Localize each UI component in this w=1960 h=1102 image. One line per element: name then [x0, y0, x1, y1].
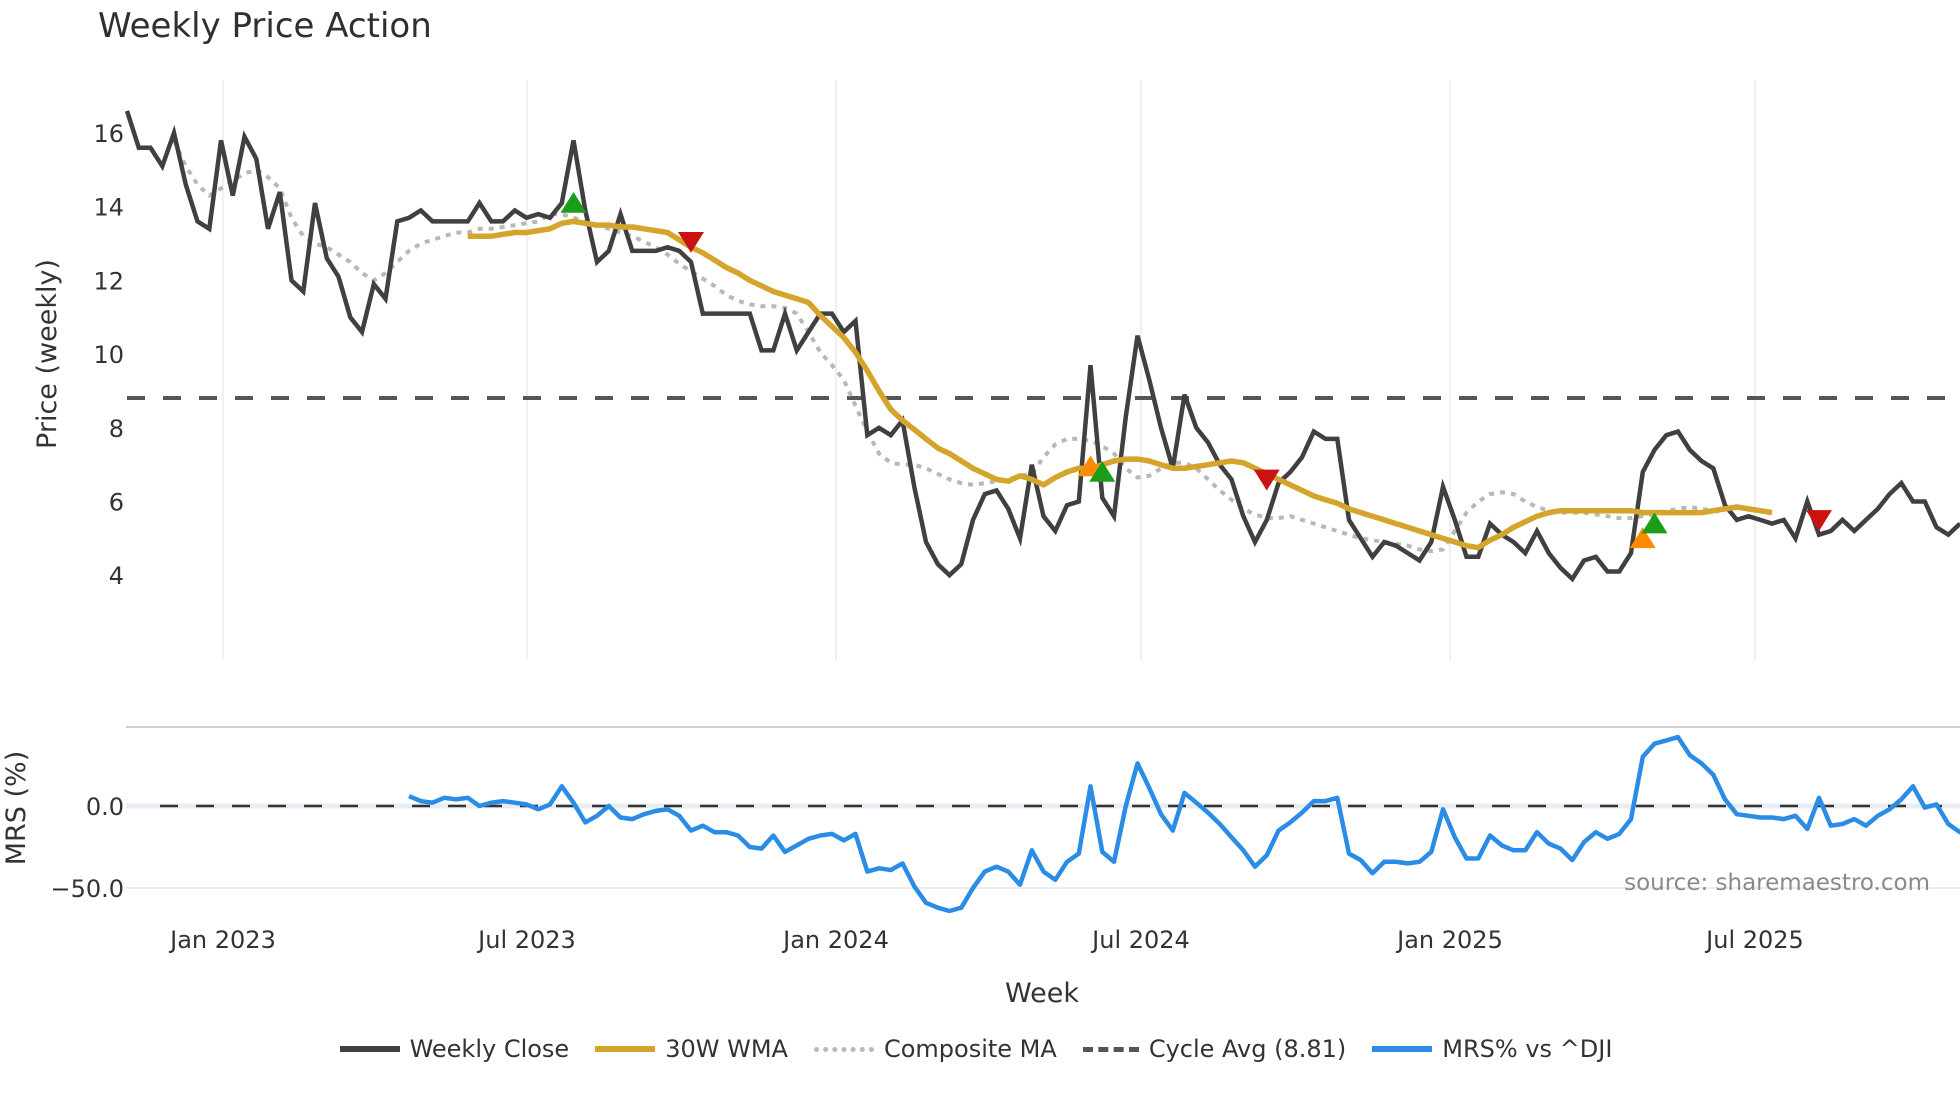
y-tick-label: 14	[93, 194, 124, 222]
price-axis-label: Price (weekly)	[32, 259, 63, 449]
caution-signal-icon	[1629, 527, 1656, 549]
x-tick-label: Jan 2025	[1395, 926, 1503, 954]
y-tick-label: 12	[93, 267, 124, 295]
y-tick-label: 10	[93, 341, 124, 369]
source-note: source: sharemaestro.com	[1624, 870, 1930, 896]
mrs-axis-label: MRS (%)	[1, 751, 32, 866]
x-tick-label: Jan 2024	[781, 926, 889, 954]
x-tick-label: Jan 2023	[168, 926, 276, 954]
y-tick-label: 6	[109, 489, 124, 517]
x-tick-label: Jul 2024	[1090, 926, 1190, 954]
legend-label: Weekly Close	[409, 1035, 570, 1063]
signal-markers	[560, 191, 1832, 549]
legend-label: Cycle Avg (8.81)	[1148, 1035, 1347, 1063]
legend-label: MRS% vs ^DJI	[1442, 1035, 1613, 1063]
legend: Weekly Close 30W WMA Composite MA Cycle …	[0, 1035, 1960, 1063]
sell-signal-icon	[1253, 469, 1280, 491]
sell-signal-icon	[1806, 510, 1832, 531]
price-series	[124, 110, 1960, 583]
grid-lines	[126, 80, 1960, 889]
x-tick-label: Jul 2023	[476, 926, 576, 954]
legend-label: 30W WMA	[665, 1035, 788, 1063]
buy-signal-icon	[1641, 512, 1668, 534]
line-swatch-icon	[1372, 1046, 1433, 1052]
x-tick-label: Jul 2025	[1704, 926, 1804, 954]
mrs-panel	[160, 734, 1960, 914]
line-swatch-icon	[595, 1046, 656, 1052]
mrs-tick-label: 0.0	[86, 793, 124, 821]
x-axis-label: Week	[1005, 978, 1079, 1009]
axes: 16 14 12 10 8 6 4 0.0 −50.0 Jan 2023 Jul 2023 Jan 2…	[50, 120, 1803, 954]
dotted-swatch-icon	[813, 1046, 874, 1052]
y-tick-label: 16	[93, 120, 124, 148]
line-swatch-icon	[339, 1046, 400, 1052]
buy-signal-icon	[560, 191, 587, 213]
y-tick-label: 8	[109, 415, 124, 443]
legend-item-30w-wma[interactable]: 30W WMA	[595, 1035, 788, 1063]
mrs-tick-label: −50.0	[50, 875, 124, 903]
legend-item-weekly-close[interactable]: Weekly Close	[339, 1035, 570, 1063]
y-tick-label: 4	[109, 562, 124, 590]
dashed-swatch-icon	[1082, 1046, 1139, 1052]
sell-signal-icon	[678, 231, 704, 253]
legend-item-mrs[interactable]: MRS% vs ^DJI	[1372, 1035, 1612, 1063]
legend-label: Composite MA	[883, 1035, 1057, 1063]
chart-title: Weekly Price Action	[98, 6, 432, 46]
legend-item-composite-ma[interactable]: Composite MA	[813, 1035, 1057, 1063]
legend-item-cycle-avg[interactable]: Cycle Avg (8.81)	[1082, 1035, 1347, 1063]
buy-signal-icon	[1089, 460, 1116, 482]
